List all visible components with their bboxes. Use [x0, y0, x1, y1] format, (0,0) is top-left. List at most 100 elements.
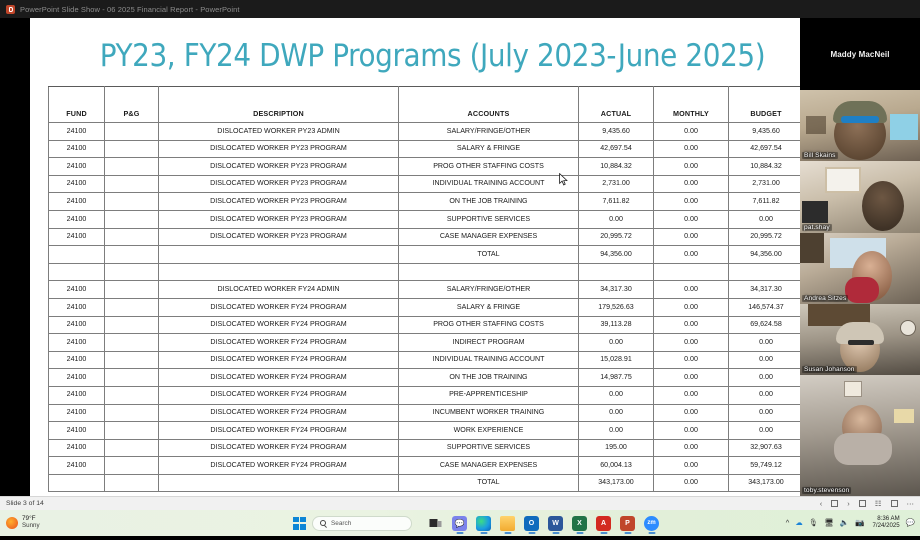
outlook-icon[interactable]: O	[524, 515, 539, 531]
video-tile-toby-stevenson[interactable]: toby.stevenson	[800, 375, 920, 496]
cell-monthly: 0.00	[653, 473, 729, 493]
cell-budget: 10,884.32	[728, 157, 804, 176]
cell-fund: 24100	[48, 350, 105, 370]
tray-overflow-icon[interactable]: ^	[785, 518, 790, 528]
cell-fund: 24100	[48, 438, 105, 458]
cell-monthly: 0.00	[653, 333, 729, 352]
display-icon[interactable]: 🖥	[824, 518, 834, 528]
more-options-icon[interactable]: ⋯	[906, 498, 915, 508]
zoom-slide-icon[interactable]	[858, 500, 866, 507]
next-slide-icon[interactable]: ›	[847, 498, 850, 508]
cell-pg	[104, 280, 159, 299]
cell-account: PROG OTHER STAFFING COSTS	[398, 157, 579, 176]
table-row: 24100 DISLOCATED WORKER FY24 PROGRAM INDIR…	[48, 333, 920, 352]
notification-icon[interactable]: 💬	[905, 518, 915, 528]
taskbar-center[interactable]: Search 💬 O W X	[293, 515, 659, 531]
cell-account: SUPPORTIVE SERVICES	[398, 438, 579, 458]
slide-stage[interactable]: PY23, FY24 DWP Programs (July 2023-June …	[30, 18, 920, 496]
cell-account: SALARY & FRINGE	[398, 139, 579, 159]
zoom-icon[interactable]: zm	[644, 515, 659, 531]
start-icon[interactable]	[293, 516, 306, 530]
cell-budget: 0.00	[728, 209, 804, 229]
cell-pg	[104, 333, 159, 352]
cell-monthly: 0.00	[653, 297, 729, 317]
edge-icon[interactable]	[476, 515, 491, 531]
windows-taskbar[interactable]: 79°F Sunny Search 💬 O	[0, 510, 920, 536]
spacer-cell	[104, 262, 159, 282]
slide-title: PY23, FY24 DWP Programs (July 2023-June …	[99, 38, 766, 74]
onedrive-icon[interactable]: ☁	[795, 518, 803, 528]
video-tile-maddy-macneil[interactable]: Maddy MacNeil	[800, 18, 920, 90]
clock[interactable]: 8:36 AM 7/24/2025	[873, 516, 900, 529]
cell-actual: 39,113.28	[578, 315, 654, 335]
spacer-cell	[653, 262, 729, 282]
video-tile-bill-skains[interactable]: Bill Skains	[800, 90, 920, 161]
cell-pg	[104, 157, 159, 176]
excel-icon[interactable]: X	[572, 515, 587, 531]
table-row: 24100 DISLOCATED WORKER FY24 PROGRAM INDIV…	[48, 350, 920, 370]
taskbar-app-icons[interactable]: 💬 O W X A P z	[428, 515, 659, 531]
powerpoint-icon	[6, 4, 15, 14]
header-fund: FUND	[48, 86, 105, 123]
cell-fund: 24100	[48, 174, 105, 194]
cell-description	[158, 245, 399, 264]
cell-monthly: 0.00	[653, 209, 729, 229]
volume-icon[interactable]: 🔈	[839, 518, 850, 528]
camera-icon[interactable]: 📷	[855, 518, 865, 528]
previous-slide-icon[interactable]: ‹	[819, 498, 823, 508]
video-tile-susan-johanson[interactable]: Susan Johanson	[800, 304, 920, 375]
cell-description: DISLOCATED WORKER PY23 PROGRAM	[158, 139, 399, 159]
cell-actual: 0.00	[578, 385, 654, 405]
video-tile-andrea-sitzes[interactable]: Andrea Sitzes	[800, 233, 920, 304]
pen-tools-icon[interactable]	[831, 500, 839, 507]
clock-time: 8:36 AM	[877, 515, 900, 523]
subtitles-icon[interactable]	[890, 500, 898, 507]
cell-account: PRE-APPRENTICESHIP	[398, 385, 579, 405]
table-header: FUND P&G DESCRIPTION ACCOUNTS ACTUAL MON…	[48, 86, 920, 123]
task-view-icon[interactable]	[428, 516, 443, 531]
spacer-cell	[578, 262, 654, 282]
acrobat-icon[interactable]: A	[596, 515, 611, 531]
spacer-cell	[728, 262, 804, 282]
cell-account: INDIRECT PROGRAM	[398, 333, 579, 352]
cell-fund: 24100	[48, 280, 105, 299]
search-input[interactable]: Search	[312, 515, 412, 531]
participant-name: Andrea Sitzes	[802, 295, 849, 302]
cell-monthly: 0.00	[653, 456, 729, 475]
cell-pg	[104, 438, 159, 458]
cell-monthly: 0.00	[653, 368, 729, 387]
teams-chat-icon[interactable]: 💬	[452, 515, 467, 531]
video-participant-rail[interactable]: Maddy MacNeil Bill Skains pat.shay Andre…	[800, 18, 920, 496]
table-row: 24100 DISLOCATED WORKER PY23 PROGRAM INDIV…	[48, 174, 920, 194]
all-slides-icon[interactable]: ☷	[874, 498, 882, 508]
file-explorer-icon[interactable]	[500, 515, 515, 531]
cell-monthly: 0.00	[653, 227, 729, 247]
video-tile-pat-shay[interactable]: pat.shay	[800, 161, 920, 233]
microphone-icon[interactable]: 🎙	[808, 518, 819, 528]
cell-account: WORK EXPERIENCE	[398, 421, 579, 440]
cell-account: INDIVIDUAL TRAINING ACCOUNT	[398, 350, 579, 370]
cell-pg	[104, 456, 159, 475]
weather-widget[interactable]: 79°F Sunny	[6, 516, 40, 529]
cell-account: SALARY/FRINGE/OTHER	[398, 280, 579, 299]
word-icon[interactable]: W	[548, 515, 563, 531]
table-row: 24100 DISLOCATED WORKER FY24 PROGRAM PRE-A…	[48, 385, 920, 405]
cell-fund: 24100	[48, 139, 105, 159]
cell-fund: 24100	[48, 315, 105, 335]
cell-pg	[104, 139, 159, 159]
cell-pg	[104, 385, 159, 405]
sun-icon	[6, 517, 18, 529]
slideshow-controls[interactable]: ‹ › ☷ ⋯	[820, 500, 920, 508]
cell-description: DISLOCATED WORKER FY24 PROGRAM	[158, 333, 399, 352]
cell-monthly: 0.00	[653, 403, 729, 423]
cell-budget: 0.00	[728, 350, 804, 370]
cell-description: DISLOCATED WORKER FY24 PROGRAM	[158, 297, 399, 317]
cell-budget: 34,317.30	[728, 280, 804, 299]
table-row: 24100 DISLOCATED WORKER FY24 PROGRAM SALAR…	[48, 297, 920, 317]
system-tray[interactable]: ^ ☁ 🎙 🖥 🔈 📷 8:36 AM 7/24/2025 💬	[786, 516, 915, 529]
cell-pg	[104, 368, 159, 387]
powerpoint-taskbar-icon[interactable]: P	[620, 515, 635, 531]
cell-monthly: 0.00	[653, 245, 729, 264]
